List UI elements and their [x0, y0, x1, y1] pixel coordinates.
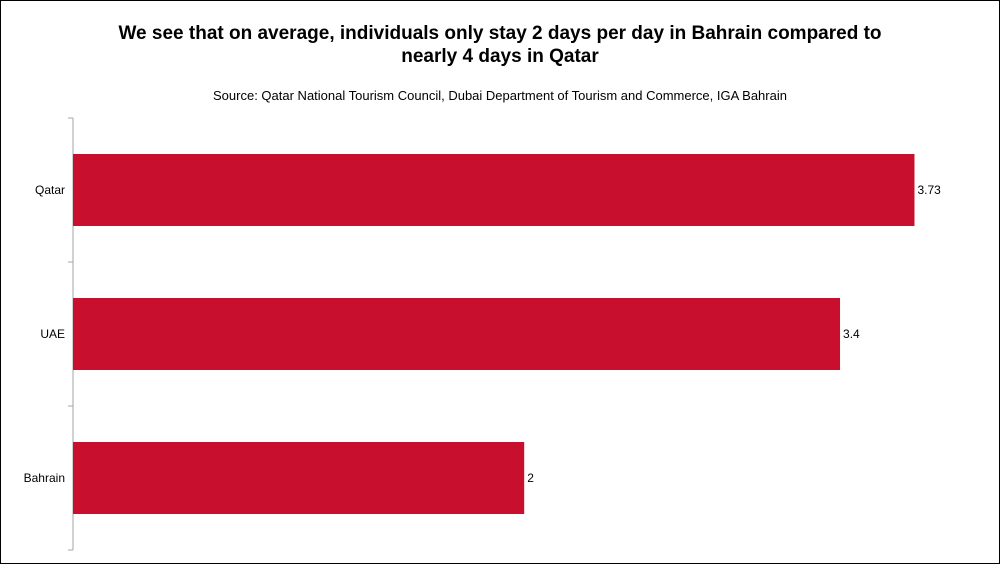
- bar-qatar: [73, 154, 915, 226]
- bar-bahrain: [73, 442, 525, 514]
- chart-subtitle: Source: Qatar National Tourism Council, …: [213, 88, 787, 103]
- category-label: Qatar: [35, 183, 65, 197]
- bar-uae: [73, 298, 841, 370]
- y-axis: [68, 117, 74, 551]
- bars: [73, 154, 915, 514]
- value-label: 3.73: [917, 183, 941, 197]
- category-label: Bahrain: [24, 471, 65, 485]
- chart-title: We see that on average, individuals only…: [118, 23, 882, 67]
- labels: Qatar 3.73 UAE 3.4 Bahrain 2: [24, 183, 942, 485]
- value-label: 2: [527, 471, 534, 485]
- value-label: 3.4: [843, 327, 860, 341]
- category-label: UAE: [40, 327, 65, 341]
